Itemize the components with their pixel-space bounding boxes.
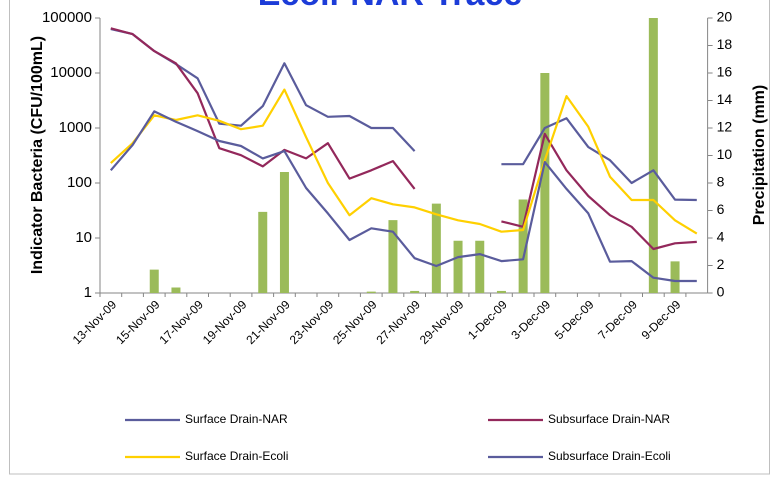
y2-tick-label: 0 [717, 284, 725, 300]
y2-tick-label: 10 [717, 146, 733, 162]
x-tick-label: 27-Nov-09 [373, 297, 423, 347]
y-tick-label: 100 [67, 174, 92, 191]
bar [366, 291, 376, 293]
y2-tick-label: 16 [717, 64, 733, 80]
x-tick-label: 25-Nov-09 [330, 297, 380, 347]
y2-tick-label: 4 [717, 229, 725, 245]
line [110, 88, 698, 235]
x-tick-label: 3-Dec-09 [508, 297, 553, 342]
x-tick-label: 19-Nov-09 [200, 297, 250, 347]
chart-frame [9, 0, 770, 475]
bar [648, 18, 658, 293]
x-tick-label: 23-Nov-09 [287, 297, 337, 347]
bar [258, 211, 268, 293]
bar [518, 199, 528, 293]
y-tick-label: 10000 [50, 64, 92, 81]
x-tick-label: 1-Dec-09 [465, 297, 510, 342]
x-tick-label: 13-Nov-09 [70, 297, 120, 347]
y-tick-label: 1 [84, 284, 92, 301]
x-tick-label: 29-Nov-09 [417, 297, 467, 347]
y2-tick-label: 8 [717, 174, 725, 190]
x-tick-label: 15-Nov-09 [113, 297, 163, 347]
x-tick-label: 5-Dec-09 [552, 297, 597, 342]
bar [410, 290, 420, 293]
x-tick-label: 17-Nov-09 [156, 297, 206, 347]
bar [431, 203, 441, 293]
y2-tick-label: 2 [717, 256, 725, 272]
chart-title: Ecoli-NAR Trace [258, 0, 523, 13]
bar [475, 240, 485, 293]
bar [540, 73, 550, 293]
y-tick-label: 100000 [42, 9, 92, 26]
y2-tick-label: 20 [717, 9, 733, 25]
y-tick-label: 10 [75, 229, 92, 246]
y-tick-label: 1000 [59, 119, 92, 136]
y2-tick-label: 12 [717, 119, 733, 135]
y2-axis-title: Precipitation (mm) [751, 85, 768, 225]
legend-label: Subsurface Drain-Ecoli [548, 449, 671, 463]
y2-tick-label: 18 [717, 36, 733, 52]
legend-label: Surface Drain-Ecoli [185, 449, 288, 463]
legend-label: Surface Drain-NAR [185, 412, 288, 426]
line [109, 110, 697, 283]
bar [388, 220, 398, 293]
y-axis-title: Indicator Bacteria (CFU/100mL) [29, 36, 46, 274]
y2-tick-label: 6 [717, 201, 725, 217]
x-tick-label: 7-Dec-09 [595, 297, 640, 342]
bar [496, 290, 506, 293]
bar [279, 172, 289, 293]
bar [149, 269, 159, 293]
bar [171, 287, 181, 293]
x-tick-label: 21-Nov-09 [243, 297, 293, 347]
line [110, 27, 697, 251]
y2-tick-label: 14 [717, 91, 733, 107]
bar [453, 240, 463, 293]
bar [670, 261, 680, 293]
legend-label: Subsurface Drain-NAR [548, 412, 670, 426]
x-tick-label: 9-Dec-09 [639, 297, 684, 342]
